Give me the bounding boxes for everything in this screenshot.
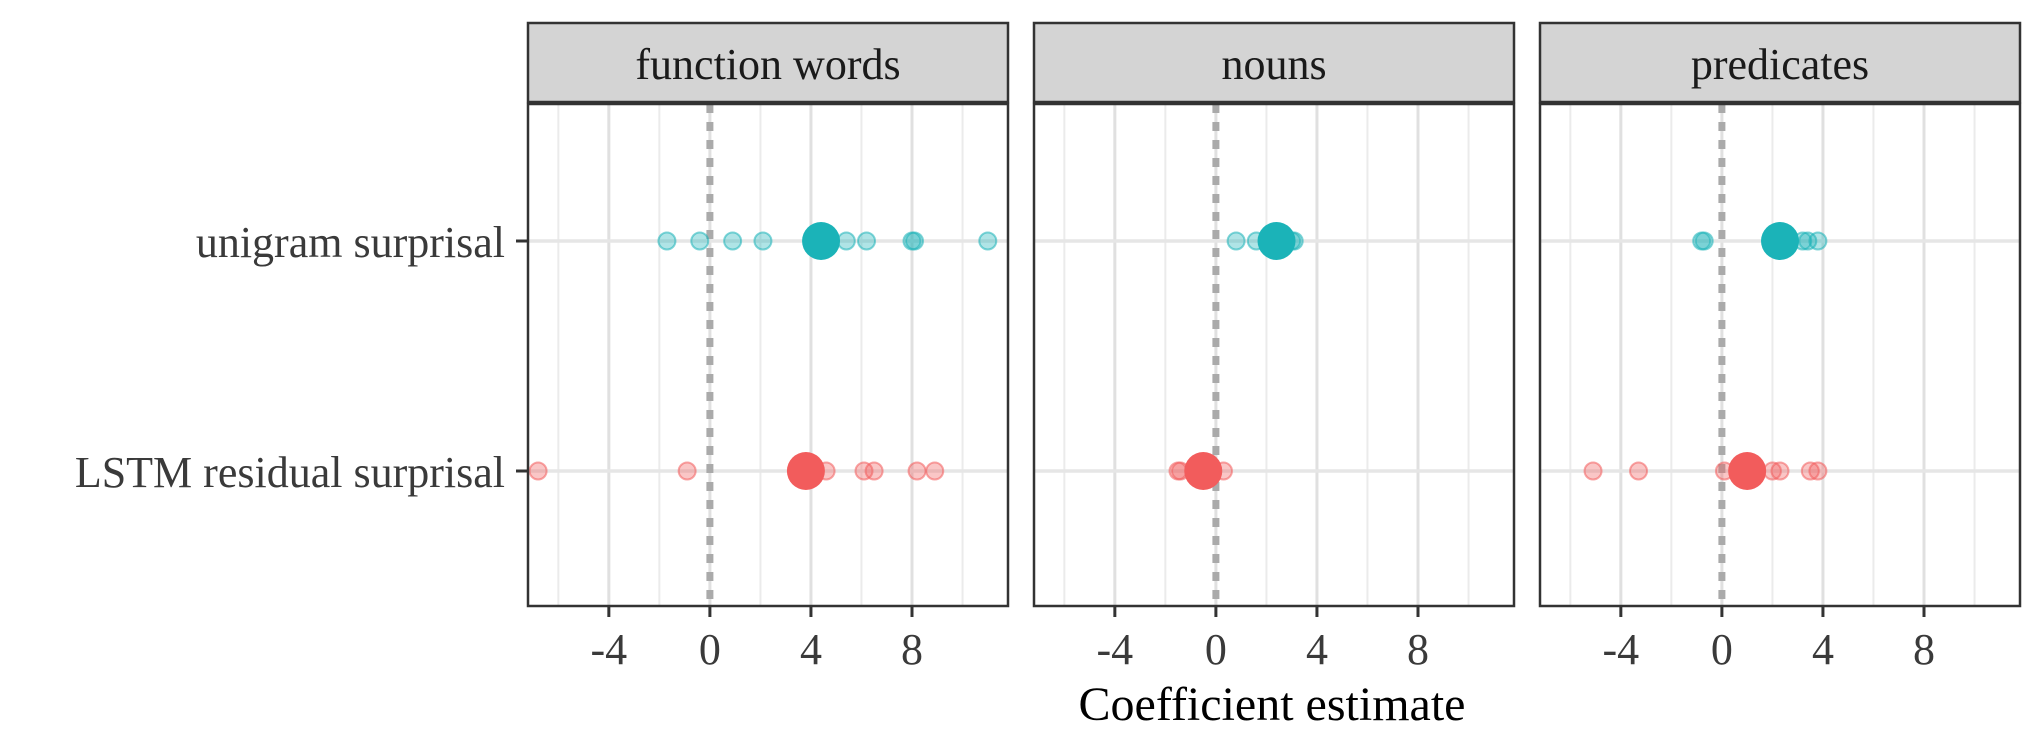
facet-strip: [526, 21, 1010, 104]
x-tick-label: 8: [1913, 625, 1935, 674]
panel-border: [526, 102, 1010, 608]
panel-background: [528, 104, 1008, 606]
estimate-point: [1761, 222, 1799, 260]
estimate-point: [1728, 452, 1767, 490]
individual-point: [677, 461, 697, 481]
facet-strip: [1032, 21, 1516, 104]
x-axis-title: Coefficient estimate: [1079, 678, 1466, 731]
individual-point: [864, 461, 884, 481]
individual-point: [857, 231, 877, 251]
facet-panels: function words -4 0 4 8 nouns -4 0 4 8 predicates -…: [526, 21, 2022, 674]
individual-point: [528, 461, 548, 481]
x-tick-label: 0: [699, 625, 721, 674]
individual-point: [657, 231, 677, 251]
individual-point: [1629, 461, 1649, 481]
estimate-point: [802, 222, 841, 260]
estimate-point: [786, 452, 825, 490]
panel-border: [1538, 102, 2022, 608]
facet-strip-label: predicates: [1691, 40, 1869, 89]
individual-point: [690, 231, 710, 251]
x-tick-label: 0: [1205, 625, 1227, 674]
x-tick-label: 8: [901, 625, 923, 674]
individual-point: [907, 461, 927, 481]
x-tick-label: 0: [1711, 625, 1733, 674]
x-tick-label: -4: [591, 625, 628, 674]
x-tick-label: 4: [1306, 625, 1328, 674]
individual-point: [723, 231, 743, 251]
y-label-unigram-surprisal: unigram surprisal: [196, 218, 505, 267]
individual-point: [925, 461, 945, 481]
panel-background: [1540, 104, 2020, 606]
x-tick-label: 4: [800, 625, 822, 674]
individual-point: [836, 231, 856, 251]
x-tick-label: -4: [1603, 625, 1640, 674]
x-tick-label: 8: [1407, 625, 1429, 674]
panel-background: [1034, 104, 1514, 606]
individual-point: [1808, 461, 1828, 481]
individual-point: [1694, 231, 1714, 251]
individual-point: [978, 231, 998, 251]
panel-border: [1032, 102, 1516, 608]
y-label-lstm-residual-surprisal: LSTM residual surprisal: [75, 448, 505, 497]
y-axis-labels: unigram surprisal LSTM residual surprisa…: [75, 218, 527, 497]
panel-function-words: function words -4 0 4 8: [526, 21, 1010, 674]
panel-predicates: predicates -4 0 4 8: [1538, 21, 2022, 674]
facet-strip-label: function words: [635, 40, 900, 89]
individual-point: [905, 231, 925, 251]
estimate-point: [1257, 222, 1296, 260]
x-tick-label: 4: [1812, 625, 1834, 674]
individual-point: [1583, 461, 1603, 481]
x-tick-label: -4: [1097, 625, 1134, 674]
estimate-point: [1184, 452, 1223, 490]
individual-point: [1770, 461, 1790, 481]
facet-strip-label: nouns: [1221, 40, 1326, 89]
individual-point: [1808, 231, 1828, 251]
individual-point: [854, 461, 874, 481]
individual-point: [753, 231, 773, 251]
facet-strip: [1538, 21, 2022, 104]
individual-point: [1226, 231, 1246, 251]
panel-nouns: nouns -4 0 4 8: [1032, 21, 1516, 674]
individual-point: [1798, 231, 1818, 251]
